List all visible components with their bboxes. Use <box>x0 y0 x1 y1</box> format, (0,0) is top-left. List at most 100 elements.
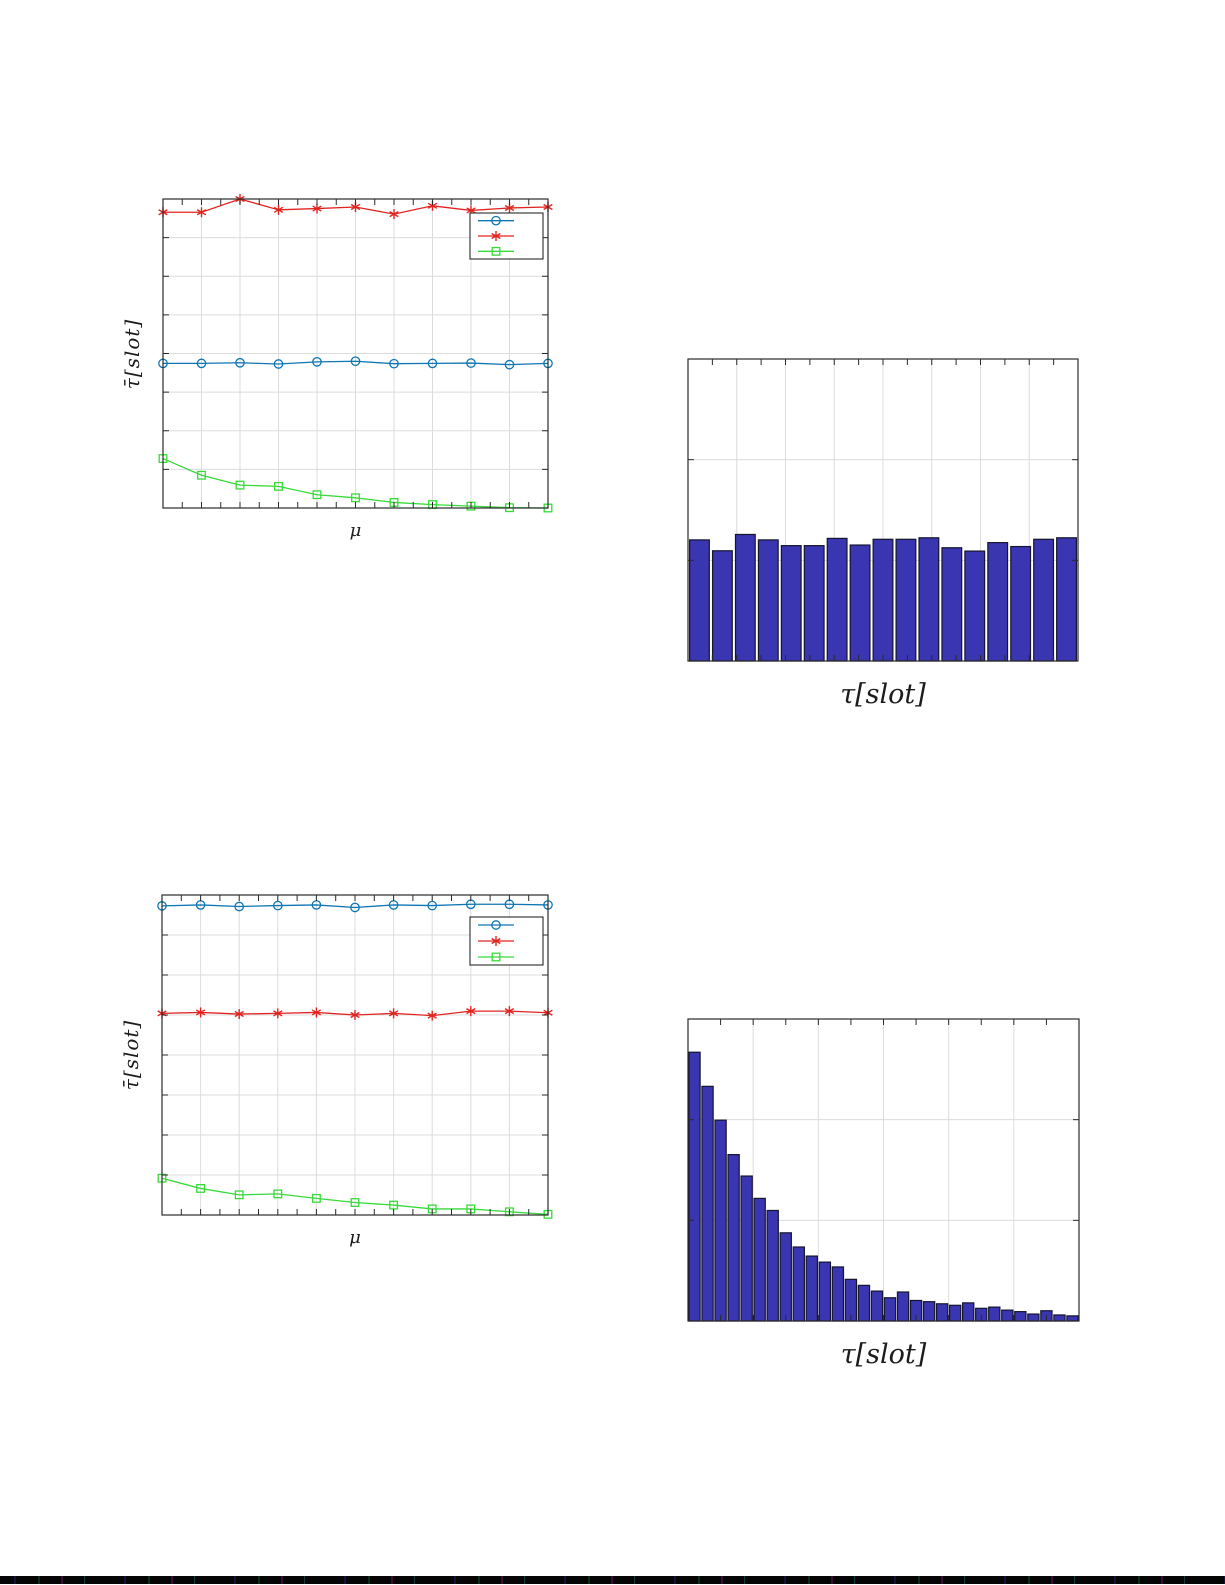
plot-legend <box>469 212 544 260</box>
plot-frame <box>687 1018 1080 1322</box>
legend-marker-square <box>491 246 501 256</box>
series-marker-asterisk <box>195 1007 206 1018</box>
histogram-bar <box>849 544 871 662</box>
series-marker-asterisk <box>388 1008 399 1019</box>
series-marker-asterisk <box>504 1006 515 1017</box>
histogram-bar <box>803 545 825 662</box>
axis-ticks <box>162 895 548 1215</box>
histogram-bar <box>688 1051 701 1322</box>
x-axis-label: μ <box>349 1227 361 1248</box>
series-marker-asterisk <box>350 1010 360 1020</box>
histogram-bar <box>1010 545 1032 662</box>
histogram-bar <box>1033 538 1055 662</box>
legend-marker-circle <box>491 215 501 226</box>
line-chart-top-left: τ̄[slot] μ <box>120 194 553 541</box>
axis-ticks <box>163 199 548 508</box>
histogram-bar <box>987 542 1009 662</box>
line-chart-top-left-canvas <box>158 194 553 513</box>
plot-grid <box>163 199 548 508</box>
axis-ticks <box>688 1019 1079 1321</box>
series-marker-asterisk <box>311 1007 322 1018</box>
series-marker-asterisk <box>427 1010 437 1021</box>
histogram-bottom-right-canvas <box>687 1018 1080 1322</box>
histogram-bar <box>844 1278 858 1322</box>
histogram-bar <box>689 539 710 662</box>
plot-frame <box>161 894 549 1216</box>
red-asterisk-series <box>157 1006 553 1021</box>
series-marker-asterisk <box>389 209 399 220</box>
histogram-bar <box>711 550 733 662</box>
histogram-bar <box>826 537 848 662</box>
plot-grid <box>162 895 548 1215</box>
page-bottom-strip <box>0 1576 1225 1584</box>
series-marker-asterisk <box>273 1008 283 1019</box>
red-asterisk-series <box>158 194 553 220</box>
series-marker-circle <box>235 357 245 368</box>
series-marker-asterisk <box>196 207 207 218</box>
histogram-bar <box>1066 1315 1079 1322</box>
series-marker-square <box>197 470 206 480</box>
histogram-bar <box>964 550 986 662</box>
series-marker-circle <box>272 900 283 911</box>
series-marker-square <box>196 1183 206 1193</box>
histogram-bar <box>779 1232 792 1322</box>
series-marker-square <box>273 1189 283 1199</box>
histogram-bar <box>870 1290 884 1322</box>
histogram-bar <box>941 547 963 662</box>
line-chart-bottom-left: τ̄[slot] μ <box>119 894 553 1248</box>
y-axis-label: τ̄[slot] <box>119 1019 143 1091</box>
series-marker-circle <box>312 356 322 367</box>
histogram-bar <box>922 1301 936 1322</box>
plot-legend <box>469 916 544 966</box>
histogram-bar <box>805 1255 819 1322</box>
histogram-bar <box>1053 1314 1066 1322</box>
series-line <box>161 903 549 909</box>
plot-grid <box>688 1019 1079 1321</box>
series-marker-circle <box>350 356 361 367</box>
series-marker-square <box>234 1190 244 1200</box>
legend-marker-circle <box>491 920 501 930</box>
y-axis-label: τ̄[slot] <box>120 318 144 389</box>
histogram-top-right: τ[slot] <box>687 358 1079 710</box>
legend-marker-square <box>491 952 501 962</box>
legend-marker-asterisk <box>491 231 501 241</box>
series-marker-circle <box>234 901 245 912</box>
histogram-bar <box>792 1246 805 1322</box>
series-marker-asterisk <box>273 204 284 215</box>
histogram-top-right-canvas <box>687 358 1079 662</box>
series-marker-circle <box>427 900 438 911</box>
line-chart-bottom-left-canvas <box>157 894 553 1219</box>
series-marker-square <box>235 480 245 490</box>
histogram-bar <box>831 1266 845 1322</box>
series-marker-square <box>311 1193 321 1203</box>
histogram-bar <box>727 1153 740 1322</box>
histogram-bars <box>689 533 1077 662</box>
x-axis-label: τ[slot] <box>840 679 926 710</box>
histogram-bottom-right: τ[slot] <box>687 1018 1080 1370</box>
histogram-bar <box>757 539 779 662</box>
histogram-bar <box>857 1284 871 1322</box>
histogram-bar <box>734 533 756 662</box>
histogram-bar <box>714 1119 727 1322</box>
histogram-bar <box>918 537 940 662</box>
series-line <box>162 457 549 509</box>
histogram-bar <box>1001 1309 1014 1322</box>
histogram-bar <box>753 1197 766 1322</box>
series-marker-square <box>274 481 283 491</box>
series-marker-square <box>351 493 360 503</box>
series-marker-asterisk <box>234 1009 244 1020</box>
histogram-bar <box>962 1302 975 1322</box>
histogram-bar <box>872 538 894 662</box>
histogram-bar <box>780 545 802 662</box>
histogram-bar <box>1027 1313 1040 1322</box>
series-line <box>161 1177 549 1216</box>
histogram-bar <box>701 1085 714 1322</box>
histogram-bar <box>1014 1311 1027 1322</box>
series-marker-circle <box>427 358 438 369</box>
histogram-bar <box>818 1261 832 1322</box>
series-marker-circle <box>196 358 207 369</box>
axis-ticks <box>688 359 1078 661</box>
histogram-bar <box>896 1291 910 1322</box>
histogram-bar <box>935 1303 949 1322</box>
